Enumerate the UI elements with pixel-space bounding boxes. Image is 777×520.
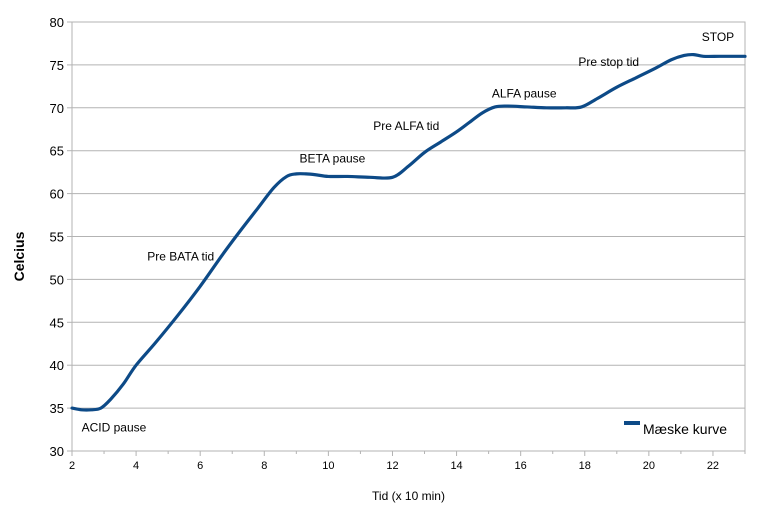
data-point (744, 55, 746, 58)
x-tick-label: 4 (133, 460, 139, 472)
data-point (305, 173, 307, 175)
y-tick-label: 35 (50, 401, 64, 416)
y-tick-label: 75 (50, 58, 64, 73)
axes: 30 35 40 45 50 55 60 65 70 75 80 2 4 6 8 10 12 14 16 18 20 22 (50, 15, 746, 472)
data-point (109, 398, 112, 401)
annotation-label: Pre BATA tid (147, 250, 214, 264)
data-point (580, 106, 583, 108)
data-point (702, 55, 705, 58)
data-point (731, 55, 733, 58)
x-axis-title: Tid (x 10 min) (372, 489, 445, 503)
data-point (241, 227, 243, 230)
y-tick-label: 30 (50, 444, 64, 459)
data-point (285, 175, 288, 178)
data-point (154, 342, 157, 344)
x-tick-label: 14 (450, 460, 462, 472)
data-point (654, 67, 657, 70)
data-point (468, 121, 471, 124)
data-point (369, 176, 371, 179)
y-tick-label: 65 (50, 144, 64, 159)
x-tick-label: 8 (261, 460, 267, 472)
data-point (635, 76, 637, 79)
data-point (80, 409, 83, 411)
data-point (423, 151, 426, 154)
data-point (670, 58, 673, 61)
data-point (596, 97, 599, 100)
data-point (407, 165, 410, 167)
x-tick-label: 6 (197, 460, 203, 472)
annotations: ACID pause Pre BATA tid BETA pause Pre ALFA… (82, 30, 735, 434)
data-point (718, 55, 721, 58)
data-point (391, 176, 394, 179)
x-tick-label: 12 (386, 460, 398, 472)
data-point (564, 107, 567, 109)
data-point (135, 364, 137, 367)
data-point (692, 53, 695, 56)
data-point (455, 131, 458, 133)
annotation-label: ALFA pause (492, 87, 557, 101)
data-point (257, 207, 259, 209)
data-point (481, 112, 484, 114)
grid-lines (72, 21, 745, 452)
data-point (616, 86, 618, 89)
data-point (295, 173, 298, 175)
data-point (90, 409, 93, 411)
y-tick-label: 40 (50, 358, 64, 373)
x-tick-label: 10 (322, 460, 334, 472)
annotation-label: Pre ALFA tid (373, 119, 439, 133)
annotation-label: STOP (702, 30, 734, 44)
y-tick-label: 55 (50, 230, 64, 245)
data-point (71, 407, 73, 409)
x-tick-label: 2 (69, 460, 75, 472)
x-tick-label: 18 (579, 460, 591, 472)
data-point (545, 107, 548, 109)
series-layer (70, 52, 747, 412)
data-point (507, 105, 509, 107)
y-axis-title: Celcius (11, 231, 27, 281)
data-point (199, 285, 201, 288)
x-tick-label: 20 (643, 460, 655, 472)
y-tick-label: 80 (50, 15, 64, 30)
legend-label: Mæske kurve (643, 421, 727, 437)
y-tick-label: 70 (50, 101, 64, 116)
annotation-label: BETA pause (300, 152, 366, 166)
data-point (221, 253, 224, 256)
annotation-label: Pre stop tid (578, 55, 639, 69)
data-point (683, 54, 685, 57)
data-point (346, 175, 349, 178)
data-point (327, 175, 330, 178)
data-point (439, 141, 442, 143)
legend: Mæske kurve (624, 421, 727, 437)
x-tick-label: 22 (707, 460, 719, 472)
data-point (526, 106, 528, 108)
data-point (100, 407, 102, 409)
data-point (314, 173, 317, 176)
y-tick-label: 45 (50, 315, 64, 330)
annotation-label: ACID pause (82, 420, 147, 434)
data-point (494, 106, 496, 108)
data-point (122, 383, 125, 385)
x-tick-label: 16 (515, 460, 527, 472)
y-tick-label: 60 (50, 187, 64, 202)
plot-frame (71, 21, 746, 452)
data-point (176, 314, 179, 317)
y-tick-label: 50 (50, 272, 64, 287)
data-point (273, 186, 275, 189)
